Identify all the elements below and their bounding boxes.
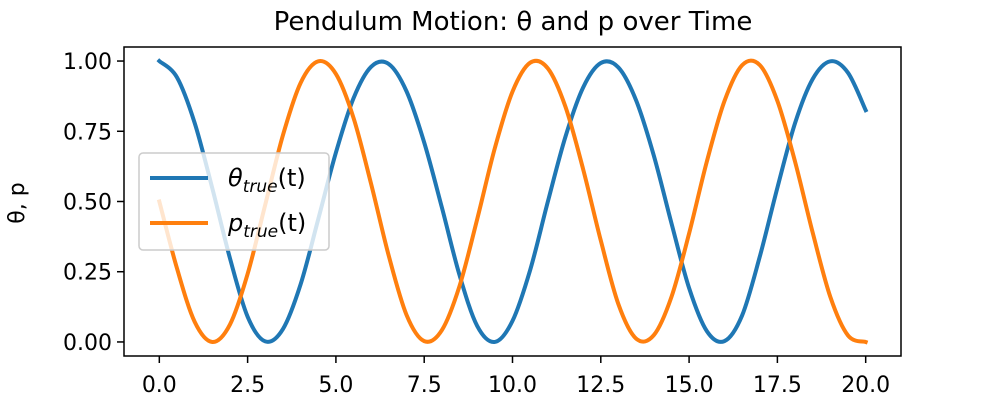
y-axis-ticks: 0.00 0.25 0.50 0.75 1.00 (63, 50, 124, 356)
x-tick-label: 2.5 (230, 373, 265, 398)
chart-title: Pendulum Motion: θ and p over Time (274, 7, 753, 37)
y-tick-label: 1.00 (63, 50, 112, 75)
x-tick-label: 20.0 (841, 373, 890, 398)
x-tick-label: 0.0 (142, 373, 177, 398)
y-axis-label: θ, p (5, 182, 30, 223)
legend: θtrue(t) ptrue(t) (138, 152, 330, 251)
x-tick-label: 10.0 (488, 373, 537, 398)
y-tick-label: 0.75 (63, 120, 112, 145)
legend-entry-label: θtrue(t) (228, 164, 306, 197)
legend-entry-label: ptrue(t) (227, 209, 306, 242)
x-tick-label: 7.5 (407, 373, 442, 398)
y-tick-label: 0.25 (63, 261, 112, 286)
x-tick-label: 12.5 (576, 373, 625, 398)
x-tick-label: 17.5 (753, 373, 802, 398)
x-axis-ticks: 0.0 2.5 5.0 7.5 10.0 12.5 15.0 17.5 20.0 (142, 356, 890, 398)
x-tick-label: 5.0 (318, 373, 353, 398)
series-line-0 (156, 58, 869, 344)
y-tick-label: 0.50 (63, 191, 112, 216)
y-tick-label: 0.00 (63, 331, 112, 356)
x-tick-label: 15.0 (665, 373, 714, 398)
